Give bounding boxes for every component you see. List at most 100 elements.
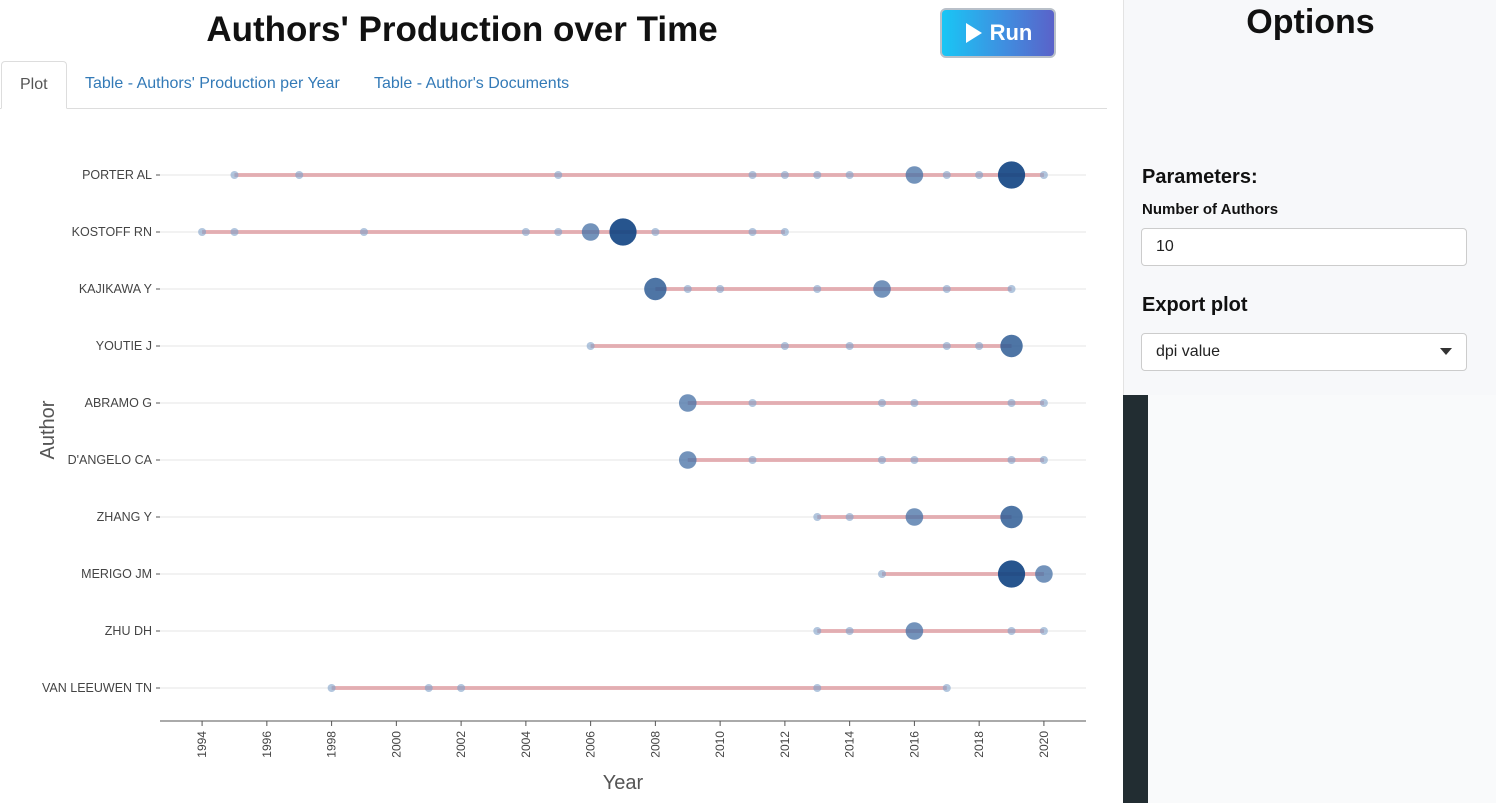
- production-point: [748, 171, 757, 179]
- production-point: [813, 684, 822, 692]
- production-point: [678, 394, 697, 412]
- production-point: [997, 161, 1026, 189]
- x-tick-label: 2002: [454, 731, 468, 758]
- production-point: [198, 228, 207, 236]
- x-tick-label: 2020: [1037, 731, 1051, 758]
- author-label: KOSTOFF RN: [72, 225, 152, 239]
- production-point: [748, 456, 757, 464]
- production-point: [845, 342, 854, 350]
- production-point: [1007, 399, 1016, 407]
- production-point: [521, 228, 530, 236]
- parameters-heading: Parameters:: [1142, 166, 1258, 188]
- production-point: [942, 285, 951, 293]
- tab-plot[interactable]: Plot: [1, 61, 67, 109]
- production-point: [678, 451, 697, 469]
- production-point: [554, 228, 563, 236]
- options-sidebar: Options Parameters: Number of Authors Ex…: [1123, 0, 1496, 395]
- production-point: [1007, 627, 1016, 635]
- production-point: [609, 218, 637, 246]
- production-point: [1035, 565, 1053, 583]
- author-label: MERIGO JM: [81, 567, 152, 581]
- x-tick-label: 2018: [972, 731, 986, 758]
- production-chart: PORTER AL KOSTOFF RN KAJIKAWA Y YOUTIE J ABR…: [37, 161, 1086, 794]
- production-point: [910, 399, 919, 407]
- x-tick-label: 1996: [260, 731, 274, 758]
- production-point: [651, 228, 660, 236]
- production-point: [780, 342, 789, 350]
- tab-authors-documents[interactable]: Table - Author's Documents: [374, 75, 570, 92]
- production-point: [780, 171, 789, 179]
- production-point: [1039, 627, 1048, 635]
- x-axis-title: Year: [603, 772, 644, 794]
- author-label: YOUTIE J: [96, 339, 152, 353]
- production-point: [554, 171, 563, 179]
- production-point: [845, 513, 854, 521]
- production-point: [1039, 171, 1048, 179]
- number-of-authors-input[interactable]: [1141, 228, 1467, 266]
- production-point: [586, 342, 595, 350]
- x-tick-label: 2006: [584, 731, 598, 758]
- author-label: ZHU DH: [105, 624, 152, 638]
- production-point: [644, 277, 667, 301]
- production-point: [813, 171, 822, 179]
- x-tick-label: 2004: [519, 731, 533, 758]
- x-tick-label: 1994: [195, 731, 209, 758]
- production-point: [581, 223, 600, 241]
- main-panel: Authors' Production over Time Run Plot T…: [0, 8, 1107, 794]
- production-point: [230, 171, 239, 179]
- sidebar-lower-area: [1148, 395, 1496, 803]
- production-point: [975, 171, 984, 179]
- production-point: [1039, 399, 1048, 407]
- production-point: [975, 342, 984, 350]
- author-label: ZHANG Y: [97, 510, 153, 524]
- production-point: [683, 285, 692, 293]
- production-point: [716, 285, 725, 293]
- x-tick-label: 2010: [713, 731, 727, 758]
- production-point: [878, 399, 887, 407]
- x-tick-label: 2016: [907, 731, 921, 758]
- production-point: [457, 684, 466, 692]
- production-point: [878, 456, 887, 464]
- production-point: [845, 627, 854, 635]
- page-title: Authors' Production over Time: [206, 10, 718, 49]
- production-point: [780, 228, 789, 236]
- production-point: [748, 399, 757, 407]
- production-point: [905, 508, 924, 526]
- author-label: KAJIKAWA Y: [79, 282, 153, 296]
- production-point: [424, 684, 433, 692]
- production-point: [813, 513, 822, 521]
- production-point: [845, 171, 854, 179]
- production-point: [1000, 505, 1023, 529]
- export-dpi-select-value: dpi value: [1156, 343, 1221, 360]
- y-axis-title: Author: [37, 400, 59, 459]
- production-point: [295, 171, 304, 179]
- production-point: [1039, 456, 1048, 464]
- x-tick-label: 2000: [389, 731, 403, 758]
- x-tick-label: 2014: [843, 731, 857, 758]
- production-point: [1007, 456, 1016, 464]
- production-point: [905, 166, 924, 184]
- run-button-label: Run: [989, 20, 1033, 45]
- run-button[interactable]: Run: [940, 8, 1056, 58]
- production-point: [905, 622, 924, 640]
- play-icon: [965, 23, 982, 43]
- x-tick-label: 2012: [778, 731, 792, 758]
- export-plot-heading: Export plot: [1142, 294, 1248, 316]
- tab-authors-production-per-year[interactable]: Table - Authors' Production per Year: [85, 75, 340, 92]
- author-label: VAN LEEUWEN TN: [42, 681, 152, 695]
- production-point: [873, 280, 891, 298]
- tab-bar: Plot Table - Authors' Production per Yea…: [0, 61, 1107, 109]
- production-point: [230, 228, 239, 236]
- export-dpi-select[interactable]: dpi value: [1141, 333, 1467, 371]
- x-tick-label: 2008: [648, 731, 662, 758]
- options-title: Options: [1246, 3, 1375, 41]
- production-point: [942, 684, 951, 692]
- production-point: [1007, 285, 1016, 293]
- author-label: ABRAMO G: [85, 396, 152, 410]
- production-point: [942, 342, 951, 350]
- author-label: PORTER AL: [82, 168, 152, 182]
- caret-down-icon: [1440, 348, 1452, 355]
- production-point: [813, 285, 822, 293]
- dark-sidebar-strip: [1123, 395, 1148, 803]
- production-point: [1000, 334, 1023, 358]
